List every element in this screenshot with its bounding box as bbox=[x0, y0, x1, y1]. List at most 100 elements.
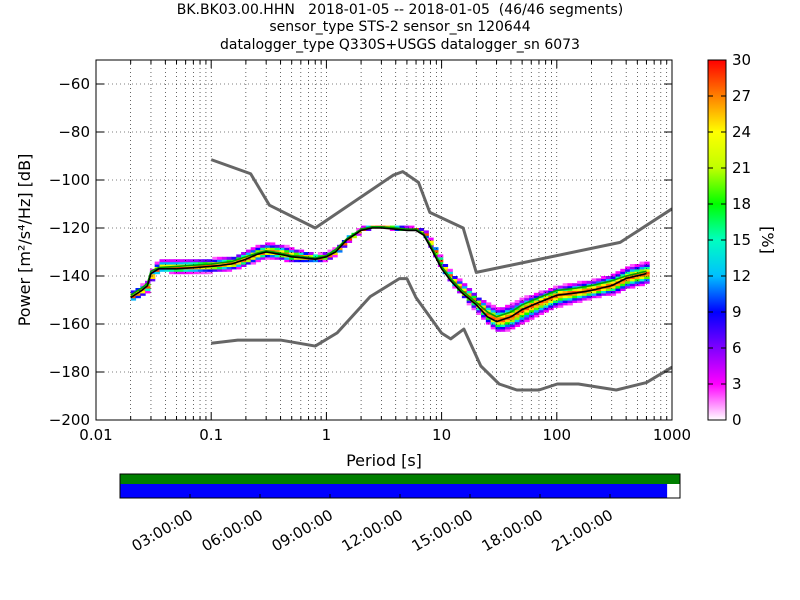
psd-cell bbox=[269, 256, 276, 260]
psd-cell bbox=[255, 244, 261, 248]
psd-cell bbox=[586, 290, 593, 294]
psd-cell bbox=[634, 280, 641, 284]
high-noise-model-line bbox=[210, 158, 672, 274]
psd-cell bbox=[596, 280, 602, 284]
psd-cell bbox=[428, 237, 434, 241]
psd-cell bbox=[591, 292, 597, 296]
psd-cell bbox=[154, 271, 161, 275]
psd-cell bbox=[236, 266, 242, 270]
x-tick-label: 0.01 bbox=[79, 426, 112, 444]
psd-cell bbox=[538, 309, 545, 313]
psd-cell bbox=[145, 288, 151, 291]
y-tick-label: −60 bbox=[58, 75, 90, 93]
psd-cell bbox=[577, 288, 583, 291]
x-tick-label: 100 bbox=[542, 426, 571, 444]
psd-cell bbox=[548, 307, 554, 311]
psd-cell bbox=[634, 264, 641, 267]
x-tick-label: 1 bbox=[322, 426, 332, 444]
psd-cell bbox=[625, 280, 631, 284]
psd-cell bbox=[341, 242, 348, 246]
x-tick-label: 10 bbox=[432, 426, 451, 444]
psd-cell bbox=[250, 247, 257, 251]
psd-cell bbox=[620, 268, 626, 272]
psd-cell bbox=[629, 278, 636, 282]
psd-cell bbox=[154, 261, 161, 265]
psd-cell bbox=[202, 266, 209, 270]
psd-cell bbox=[514, 324, 521, 327]
psd-cell bbox=[601, 290, 607, 294]
psd-cell bbox=[601, 276, 607, 279]
colorbar-tick-label: 9 bbox=[732, 303, 742, 321]
psd-cell bbox=[471, 292, 477, 296]
psd-cell bbox=[591, 290, 597, 294]
psd-cell bbox=[231, 256, 237, 260]
psd-cell bbox=[529, 309, 535, 313]
psd-cell bbox=[553, 302, 559, 306]
y-tick-label: −80 bbox=[58, 123, 90, 141]
psd-cell bbox=[193, 271, 199, 275]
psd-cell bbox=[265, 247, 271, 251]
psd-cell bbox=[644, 273, 650, 277]
psd-cell bbox=[500, 312, 506, 315]
psd-cell bbox=[293, 256, 300, 260]
psd-cell bbox=[629, 283, 636, 287]
psd-cell bbox=[505, 309, 511, 313]
psd-cell bbox=[505, 328, 511, 332]
psd-cell bbox=[538, 304, 545, 308]
timeline-tick-label: 18:00:00 bbox=[479, 506, 546, 555]
psd-cell bbox=[471, 304, 477, 308]
psd-cell bbox=[601, 292, 607, 296]
plot-border bbox=[95, 59, 673, 421]
model-curves bbox=[130, 158, 672, 392]
psd-cell bbox=[241, 254, 247, 258]
psd-cell bbox=[610, 290, 617, 294]
psd-cell bbox=[188, 271, 194, 275]
psd-cell bbox=[529, 312, 535, 315]
psd-cell bbox=[197, 268, 204, 272]
psd-cell bbox=[332, 247, 338, 251]
psd-cell bbox=[519, 300, 525, 303]
psd-cell bbox=[466, 290, 473, 294]
colorbar-tick-label: 21 bbox=[732, 159, 751, 177]
psd-cell bbox=[543, 290, 549, 294]
psd-cell bbox=[524, 312, 530, 315]
psd-cell bbox=[457, 283, 463, 287]
psd-cell bbox=[557, 304, 564, 308]
psd-cell bbox=[625, 268, 631, 272]
colorbar-tick-label: 3 bbox=[732, 375, 742, 393]
psd-cell bbox=[586, 297, 593, 301]
colorbar-label: [%] bbox=[758, 226, 777, 254]
psd-cell bbox=[572, 288, 578, 291]
psd-cell bbox=[442, 266, 449, 270]
psd-cell bbox=[279, 247, 285, 251]
psd-cell bbox=[149, 276, 156, 279]
psd-cell bbox=[265, 254, 271, 258]
psd-cell bbox=[567, 290, 573, 294]
psd-cell bbox=[490, 304, 497, 308]
psd-cell bbox=[553, 295, 559, 299]
psd-cell bbox=[164, 264, 170, 267]
psd-cell bbox=[514, 321, 521, 325]
psd-cell bbox=[490, 309, 497, 313]
psd-cell bbox=[313, 259, 319, 263]
low-noise-model-line bbox=[211, 277, 672, 392]
psd-cell bbox=[250, 256, 257, 260]
psd-cell bbox=[293, 252, 300, 255]
psd-cell bbox=[591, 278, 597, 282]
psd-cell bbox=[265, 256, 271, 260]
psd-cell bbox=[548, 304, 554, 308]
y-tick-label: −200 bbox=[49, 411, 90, 429]
psd-cell bbox=[322, 256, 329, 260]
psd-cell bbox=[145, 285, 151, 289]
psd-cell bbox=[562, 295, 569, 299]
psd-cell bbox=[557, 290, 564, 294]
psd-cell bbox=[533, 292, 540, 296]
psd-cell bbox=[327, 249, 333, 253]
psd-cell bbox=[308, 254, 314, 258]
psd-cell bbox=[586, 280, 593, 284]
psd-cell bbox=[562, 302, 569, 306]
psd-cell bbox=[505, 326, 511, 330]
psd-cell bbox=[495, 312, 501, 315]
psd-cell bbox=[236, 261, 242, 265]
psd-cell bbox=[255, 256, 261, 260]
